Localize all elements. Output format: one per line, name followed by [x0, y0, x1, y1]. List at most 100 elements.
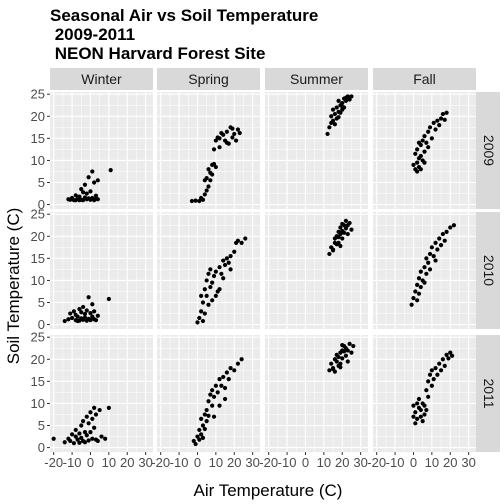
- data-point: [233, 138, 239, 143]
- data-point: [199, 432, 204, 437]
- data-point: [237, 130, 242, 136]
- data-point: [191, 438, 196, 444]
- data-point: [206, 184, 211, 189]
- facet-panel-fall-2011: -20 -10 0 10 20 30: [367, 335, 476, 470]
- data-point: [442, 117, 447, 122]
- data-point: [200, 435, 206, 440]
- data-point: [437, 236, 442, 241]
- data-point: [79, 435, 84, 440]
- data-point: [208, 178, 213, 183]
- data-point: [327, 125, 332, 130]
- data-point: [435, 372, 440, 377]
- data-point: [420, 138, 425, 143]
- data-point: [84, 414, 89, 419]
- data-point: [340, 104, 345, 109]
- data-point: [345, 348, 350, 353]
- season-strip-label: Summer: [290, 71, 343, 87]
- data-point: [422, 403, 427, 408]
- data-point: [86, 175, 91, 180]
- data-point: [415, 298, 420, 303]
- y-tick-label: 15: [31, 131, 45, 146]
- data-point: [418, 414, 423, 419]
- data-point: [341, 349, 347, 354]
- x-tick-label: 10: [425, 455, 439, 470]
- x-tick-label: 20: [120, 455, 134, 470]
- data-point: [222, 262, 228, 268]
- data-point: [77, 431, 82, 436]
- data-point: [433, 366, 438, 371]
- data-point: [82, 311, 88, 317]
- x-tick-label: -20: [259, 455, 278, 470]
- data-point: [195, 320, 200, 325]
- data-point: [200, 318, 206, 324]
- data-point: [429, 383, 434, 388]
- data-point: [435, 118, 440, 123]
- facet-panel-winter-2011: 0 5 10 15 20 25 -20 -10 0 10 20 30: [31, 330, 153, 470]
- data-point: [211, 147, 217, 152]
- y-tick-label: 25: [31, 207, 45, 222]
- data-point: [86, 438, 91, 443]
- data-point: [438, 243, 444, 248]
- data-point: [197, 198, 202, 204]
- data-point: [347, 220, 352, 226]
- data-point: [343, 218, 349, 223]
- data-point: [200, 300, 206, 305]
- data-point: [427, 267, 433, 272]
- data-point: [413, 151, 418, 156]
- y-tick-label: 15: [31, 374, 45, 389]
- data-point: [62, 440, 67, 445]
- data-point: [92, 309, 97, 314]
- data-point: [336, 98, 341, 103]
- data-point: [73, 198, 78, 203]
- season-strip: [157, 68, 260, 90]
- data-point: [433, 258, 438, 263]
- data-point: [197, 315, 202, 321]
- data-point: [431, 120, 436, 126]
- data-point: [211, 394, 217, 399]
- data-point: [338, 243, 343, 249]
- x-tick-label: -10: [63, 455, 82, 470]
- data-point: [222, 396, 228, 402]
- y-tick-label: 0: [38, 197, 45, 212]
- data-point: [327, 251, 332, 257]
- x-tick-label: 20: [335, 455, 349, 470]
- data-point: [79, 310, 84, 315]
- data-point: [228, 267, 233, 272]
- data-point: [84, 191, 89, 196]
- chart-title-line-1: Seasonal Air vs Soil Temperature: [50, 6, 318, 25]
- data-point: [415, 147, 420, 152]
- data-point: [210, 388, 215, 393]
- data-point: [206, 271, 211, 276]
- y-tick-label: 20: [31, 109, 45, 124]
- data-point: [75, 437, 80, 442]
- x-tick-label: -20: [151, 455, 170, 470]
- y-tick-label: 20: [31, 229, 45, 244]
- data-point: [88, 430, 93, 435]
- data-point: [418, 407, 423, 413]
- data-point: [210, 280, 215, 285]
- data-point: [424, 140, 429, 145]
- data-point: [88, 318, 93, 323]
- facet-panel-spring-2011: -20 -10 0 10 20 30: [151, 335, 260, 470]
- data-point: [93, 412, 99, 417]
- y-tick-label: 5: [38, 175, 45, 190]
- x-tick-label: -20: [367, 455, 386, 470]
- y-tick-label: 10: [31, 273, 45, 288]
- data-point: [202, 412, 207, 417]
- data-point: [330, 107, 336, 112]
- panel-background: [265, 92, 368, 209]
- season-strip: [50, 68, 153, 90]
- year-strip: [475, 212, 500, 329]
- data-point: [206, 167, 211, 172]
- data-point: [81, 304, 86, 310]
- data-point: [422, 412, 427, 417]
- data-point: [451, 223, 457, 228]
- data-point: [75, 318, 80, 324]
- facet-panel-summer-2010: [265, 212, 368, 329]
- data-point: [235, 238, 241, 243]
- data-point: [97, 407, 102, 413]
- data-point: [448, 225, 453, 230]
- data-point: [433, 127, 438, 132]
- facet-panel-fall-2009: [373, 92, 476, 209]
- data-point: [446, 356, 451, 361]
